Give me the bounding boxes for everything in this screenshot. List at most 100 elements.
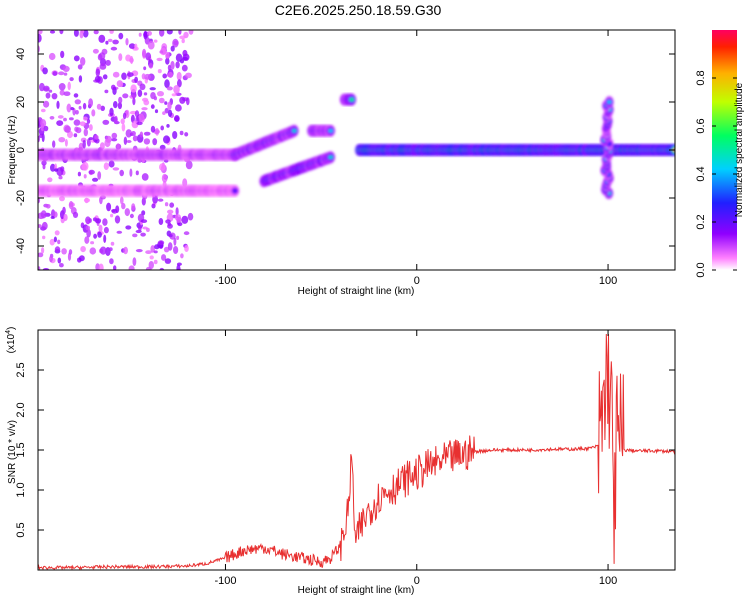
heatmap-noise-cell — [116, 143, 120, 149]
heatmap-noise-cell — [153, 250, 158, 254]
y-tick-label: -20 — [15, 190, 27, 206]
heatmap-noise-cell — [73, 30, 79, 37]
heatmap-noise-cell — [118, 53, 123, 61]
heatmap-noise-cell — [83, 116, 88, 121]
snr-series — [38, 333, 675, 570]
heatmap-noise-cell — [95, 68, 101, 77]
heatmap-noise-cell — [148, 63, 154, 69]
heatmap-noise-cell — [132, 257, 137, 266]
heatmap-noise-cell — [63, 72, 68, 76]
heatmap-noise-cell — [113, 265, 117, 270]
heatmap-noise-cell — [166, 86, 173, 91]
heatmap-noise-cell — [38, 30, 43, 35]
heatmap-noise-cell — [132, 135, 138, 142]
heatmap-noise-cell — [109, 258, 114, 265]
heatmap-noise-cell — [114, 215, 121, 224]
heatmap-noise-cell — [69, 77, 74, 82]
snr-ticks: -100 0 100 0.5 1.0 1.5 2.0 2.5 — [15, 330, 675, 587]
heatmap-noise-cell — [179, 35, 186, 40]
heatmap-noise-cell — [123, 246, 128, 255]
heatmap-noise-cell — [61, 248, 67, 255]
heatmap-noise-cell — [83, 198, 91, 203]
heatmap-noise-cell — [78, 105, 82, 110]
heatmap-noise-cell — [141, 73, 146, 80]
heatmap-noise-cell — [84, 236, 90, 244]
heatmap-noise-cell — [165, 51, 170, 59]
heatmap-noise-cell — [139, 83, 146, 91]
heatmap-noise-cell — [138, 224, 142, 232]
heatmap-feature-rising-track — [230, 124, 299, 161]
heatmap-noise-cell — [119, 169, 124, 177]
snr-x-label: Height of straight line (km) — [298, 585, 415, 596]
heatmap-noise-cell — [136, 121, 143, 126]
snr-line — [38, 333, 675, 570]
heatmap-noise-cell — [49, 30, 56, 34]
heatmap-noise-cell — [159, 30, 165, 37]
heatmap-feature-lower-branch — [259, 151, 336, 188]
heatmap-noise-cell — [53, 236, 58, 243]
heatmap-noise-cell — [175, 207, 179, 216]
y-tick-label: 20 — [15, 96, 27, 108]
heatmap-noise-cell — [38, 266, 41, 270]
heatmap-noise-cell — [118, 96, 123, 104]
heatmap-noise-cell — [112, 71, 120, 78]
heatmap-noise-cell — [108, 160, 115, 168]
heatmap-noise-cell — [159, 267, 165, 270]
heatmap-noise-cell — [149, 87, 156, 91]
heatmap-noise-cell — [70, 107, 74, 111]
heatmap-noise-cell — [63, 91, 71, 96]
heatmap-noise-cell — [41, 160, 47, 166]
heatmap-noise-cell — [103, 162, 109, 170]
heatmap-noise-cell — [98, 52, 106, 60]
heatmap-noise-cell — [170, 45, 175, 52]
heatmap-noise-cell — [163, 246, 170, 253]
heatmap-noise-cell — [85, 216, 91, 225]
heatmap-noise-cell — [49, 116, 55, 120]
heatmap-noise-cell — [143, 92, 148, 96]
y-tick-label: 40 — [15, 48, 27, 60]
heatmap-noise-cell — [105, 59, 111, 66]
heatmap-noise-cell — [187, 212, 194, 221]
heatmap-noise-cell — [160, 125, 164, 131]
heatmap-noise-cell — [80, 246, 86, 253]
heatmap-noise-cell — [98, 34, 106, 43]
heatmap-noise-cell — [121, 202, 126, 210]
heatmap-noise-cell — [56, 100, 60, 109]
heatmap-noise-cell — [130, 55, 134, 65]
heatmap-noise-cell — [159, 144, 166, 150]
heatmap-noise-cell — [167, 242, 173, 251]
spectrogram-y-label: Frequency (Hz) — [7, 116, 18, 185]
heatmap-noise-cell — [118, 32, 124, 40]
heatmap-noise-cell — [125, 225, 132, 230]
heatmap-noise-cell — [152, 138, 158, 146]
heatmap-noise-cell — [171, 93, 177, 97]
heatmap-noise-cell — [81, 161, 89, 171]
heatmap-noise-cell — [166, 124, 170, 128]
heatmap-noise-cell — [122, 112, 127, 120]
y-tick-label: 2.0 — [15, 402, 27, 417]
heatmap-noise-cell — [99, 142, 105, 150]
heatmap-noise-cell — [79, 30, 84, 39]
heatmap-noise-cell — [42, 235, 46, 240]
heatmap-noise-cell — [112, 39, 119, 45]
heatmap-noise-cell — [41, 247, 45, 254]
heatmap-noise-cell — [49, 238, 55, 246]
heatmap-noise-cell — [181, 215, 189, 224]
heatmap-noise-cell — [173, 246, 179, 254]
heatmap-noise-cell — [186, 97, 190, 106]
heatmap-noise-cell — [92, 48, 99, 54]
heatmap-noise-cell — [165, 57, 170, 65]
heatmap-noise-cell — [110, 46, 118, 51]
heatmap-noise-cell — [138, 32, 142, 37]
heatmap-noise-cell — [153, 96, 157, 101]
heatmap-noise-cell — [125, 54, 132, 62]
heatmap-noise-cell — [150, 125, 156, 133]
heatmap-noise-cell — [184, 132, 189, 137]
heatmap-noise-cell — [73, 93, 79, 98]
heatmap-noise-cell — [184, 245, 189, 252]
heatmap-noise-cell — [167, 109, 173, 118]
heatmap-noise-cell — [141, 107, 148, 111]
heatmap-noise-cell — [176, 235, 180, 240]
heatmap-noise-cell — [38, 33, 42, 43]
heatmap-noise-cell — [43, 125, 49, 132]
